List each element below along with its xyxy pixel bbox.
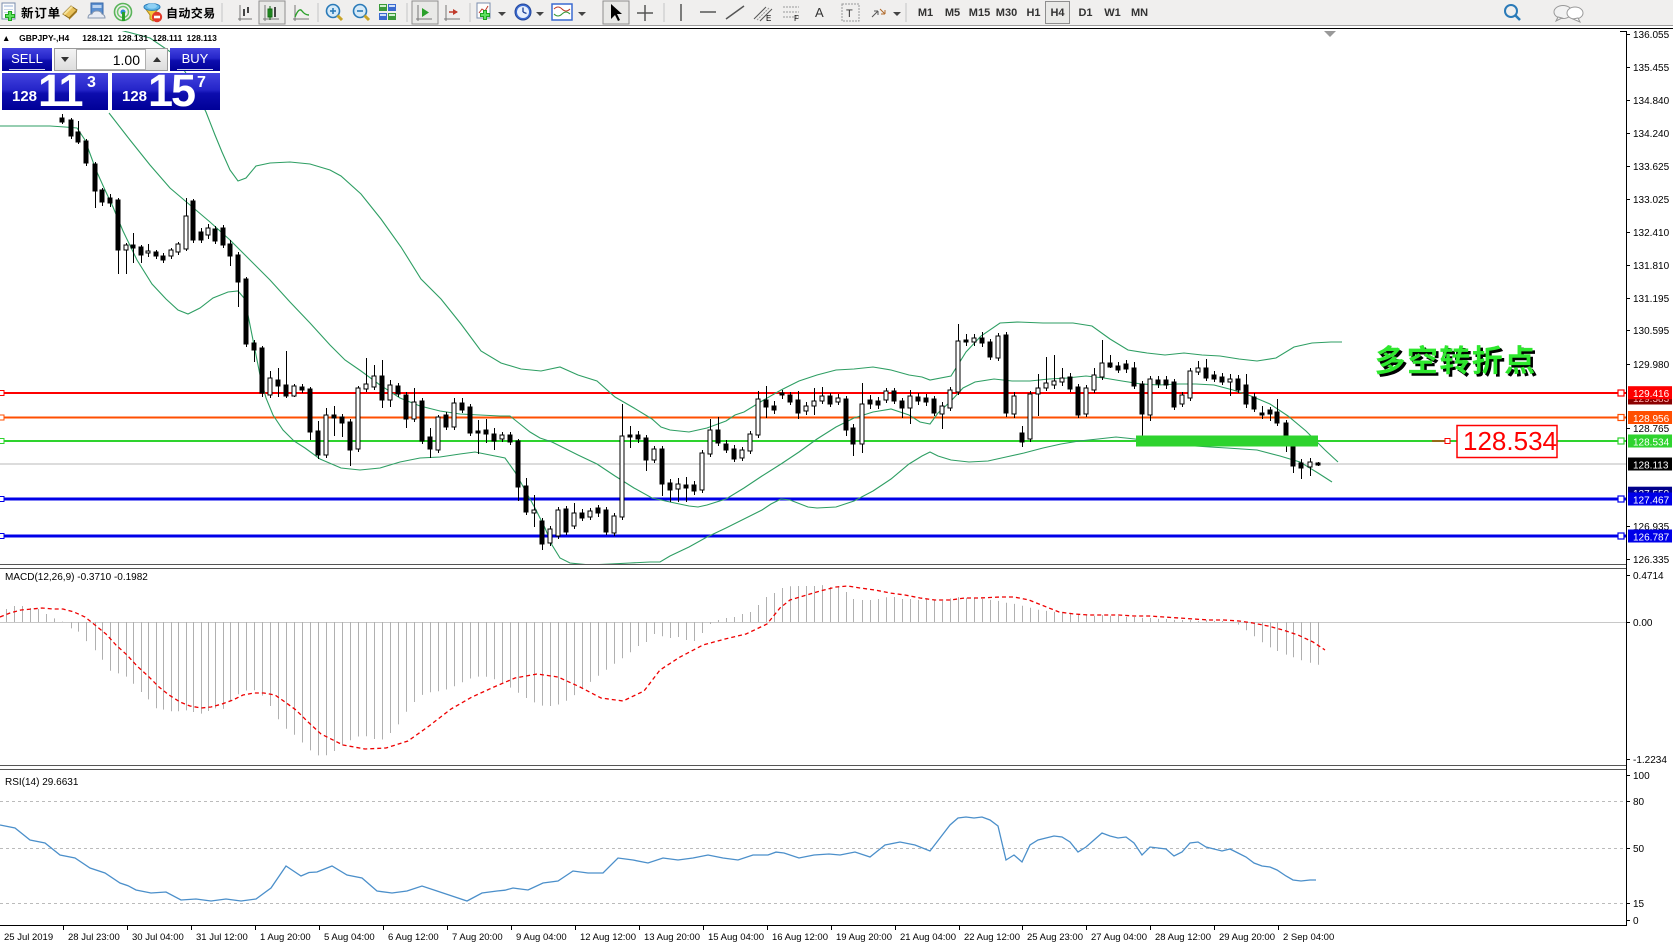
svg-text:7 Aug 20:00: 7 Aug 20:00 [452,932,503,943]
svg-text:9 Aug 04:00: 9 Aug 04:00 [516,932,567,943]
svg-text:E: E [766,14,771,23]
svg-text:28 Jul 23:00: 28 Jul 23:00 [68,932,120,943]
svg-text:133.625: 133.625 [1633,162,1670,173]
svg-text:131.195: 131.195 [1633,294,1670,305]
svg-text:31 Jul 12:00: 31 Jul 12:00 [196,932,248,943]
svg-text:-1.2234: -1.2234 [1633,755,1667,766]
svg-text:134.240: 134.240 [1633,129,1670,140]
svg-text:129.416: 129.416 [1633,389,1670,400]
svg-text:128.113: 128.113 [1633,461,1669,472]
svg-text:25 Aug 23:00: 25 Aug 23:00 [1027,932,1083,943]
svg-text:5 Aug 04:00: 5 Aug 04:00 [324,932,375,943]
svg-text:13 Aug 20:00: 13 Aug 20:00 [644,932,700,943]
svg-text:15: 15 [1633,899,1645,910]
svg-text:6 Aug 12:00: 6 Aug 12:00 [388,932,439,943]
svg-text:22 Aug 12:00: 22 Aug 12:00 [964,932,1020,943]
svg-text:25 Jul 2019: 25 Jul 2019 [4,932,53,943]
svg-text:80: 80 [1633,797,1645,808]
svg-text:21 Aug 04:00: 21 Aug 04:00 [900,932,956,943]
svg-text:126.335: 126.335 [1633,555,1670,566]
svg-text:A: A [815,5,824,20]
svg-text:126.787: 126.787 [1633,533,1670,544]
svg-text:134.840: 134.840 [1633,96,1670,107]
svg-text:19 Aug 20:00: 19 Aug 20:00 [836,932,892,943]
svg-text:RSI(14) 29.6631: RSI(14) 29.6631 [5,777,79,788]
svg-text:0.4714: 0.4714 [1633,571,1664,582]
svg-text:132.410: 132.410 [1633,228,1670,239]
svg-text:28 Aug 12:00: 28 Aug 12:00 [1155,932,1211,943]
svg-text:129.383: 129.383 [1633,394,1670,405]
svg-text:1 Aug 20:00: 1 Aug 20:00 [260,932,311,943]
svg-text:100: 100 [1633,771,1650,782]
svg-text:128.534: 128.534 [1463,426,1557,456]
svg-text:130.595: 130.595 [1633,326,1670,337]
svg-text:127.467: 127.467 [1633,496,1670,507]
svg-text:0: 0 [1633,916,1639,927]
svg-text:MACD(12,26,9) -0.3710 -0.1982: MACD(12,26,9) -0.3710 -0.1982 [5,572,148,583]
svg-text:136.055: 136.055 [1633,30,1670,41]
svg-text:128.534: 128.534 [1633,438,1670,449]
svg-text:128.765: 128.765 [1633,424,1670,435]
svg-text:0.00: 0.00 [1633,618,1653,629]
svg-text:129.980: 129.980 [1633,360,1670,371]
svg-text:29 Aug 20:00: 29 Aug 20:00 [1219,932,1275,943]
svg-text:2 Sep 04:00: 2 Sep 04:00 [1283,932,1334,943]
svg-text:135.455: 135.455 [1633,63,1670,74]
svg-text:15 Aug 04:00: 15 Aug 04:00 [708,932,764,943]
svg-text:50: 50 [1633,844,1645,855]
svg-text:T: T [846,8,853,20]
svg-text:12 Aug 12:00: 12 Aug 12:00 [580,932,636,943]
svg-text:133.025: 133.025 [1633,195,1670,206]
svg-text:F: F [794,14,799,23]
svg-text:27 Aug 04:00: 27 Aug 04:00 [1091,932,1147,943]
svg-text:126.935: 126.935 [1633,522,1670,533]
svg-text:30 Jul 04:00: 30 Jul 04:00 [132,932,184,943]
svg-text:▲ GBPJPY-,H4 128.121 128.13: ▲ GBPJPY-,H4 128.121 128.131 128.111 128… [2,33,217,43]
svg-text:16 Aug 12:00: 16 Aug 12:00 [772,932,828,943]
svg-text:131.810: 131.810 [1633,261,1670,272]
svg-text:128.956: 128.956 [1633,414,1670,425]
